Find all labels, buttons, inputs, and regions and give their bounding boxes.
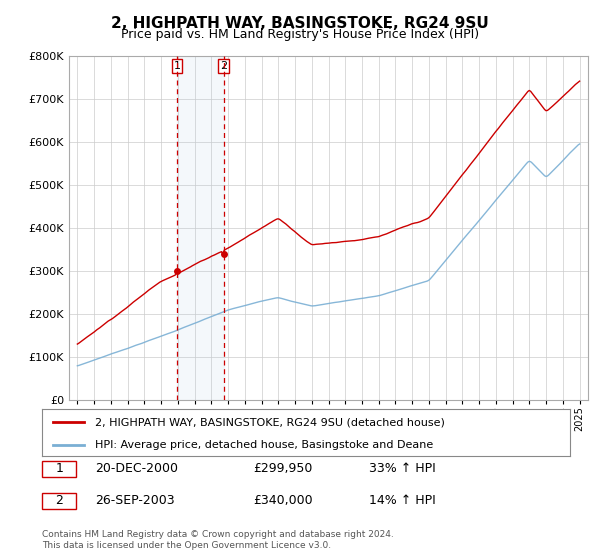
Text: £299,950: £299,950	[253, 462, 313, 475]
Text: 33% ↑ HPI: 33% ↑ HPI	[370, 462, 436, 475]
Bar	[178, 56, 224, 400]
Point	[173, 267, 182, 276]
Text: Contains HM Land Registry data © Crown copyright and database right 2024.
This d: Contains HM Land Registry data © Crown c…	[42, 530, 394, 550]
Text: 26-SEP-2003: 26-SEP-2003	[95, 494, 175, 507]
Text: 2: 2	[220, 61, 227, 71]
Text: HPI: Average price, detached house, Basingstoke and Deane: HPI: Average price, detached house, Basi…	[95, 440, 433, 450]
Text: 2, HIGHPATH WAY, BASINGSTOKE, RG24 9SU (detached house): 2, HIGHPATH WAY, BASINGSTOKE, RG24 9SU (…	[95, 417, 445, 427]
Text: Price paid vs. HM Land Registry's House Price Index (HPI): Price paid vs. HM Land Registry's House …	[121, 28, 479, 41]
Text: 2: 2	[55, 494, 64, 507]
Text: 20-DEC-2000: 20-DEC-2000	[95, 462, 178, 475]
Text: 1: 1	[174, 61, 181, 71]
FancyBboxPatch shape	[42, 493, 76, 508]
Text: 1: 1	[55, 462, 64, 475]
Text: 2, HIGHPATH WAY, BASINGSTOKE, RG24 9SU: 2, HIGHPATH WAY, BASINGSTOKE, RG24 9SU	[111, 16, 489, 31]
FancyBboxPatch shape	[42, 461, 76, 477]
Point	[219, 250, 229, 259]
Text: £340,000: £340,000	[253, 494, 313, 507]
Text: 14% ↑ HPI: 14% ↑ HPI	[370, 494, 436, 507]
